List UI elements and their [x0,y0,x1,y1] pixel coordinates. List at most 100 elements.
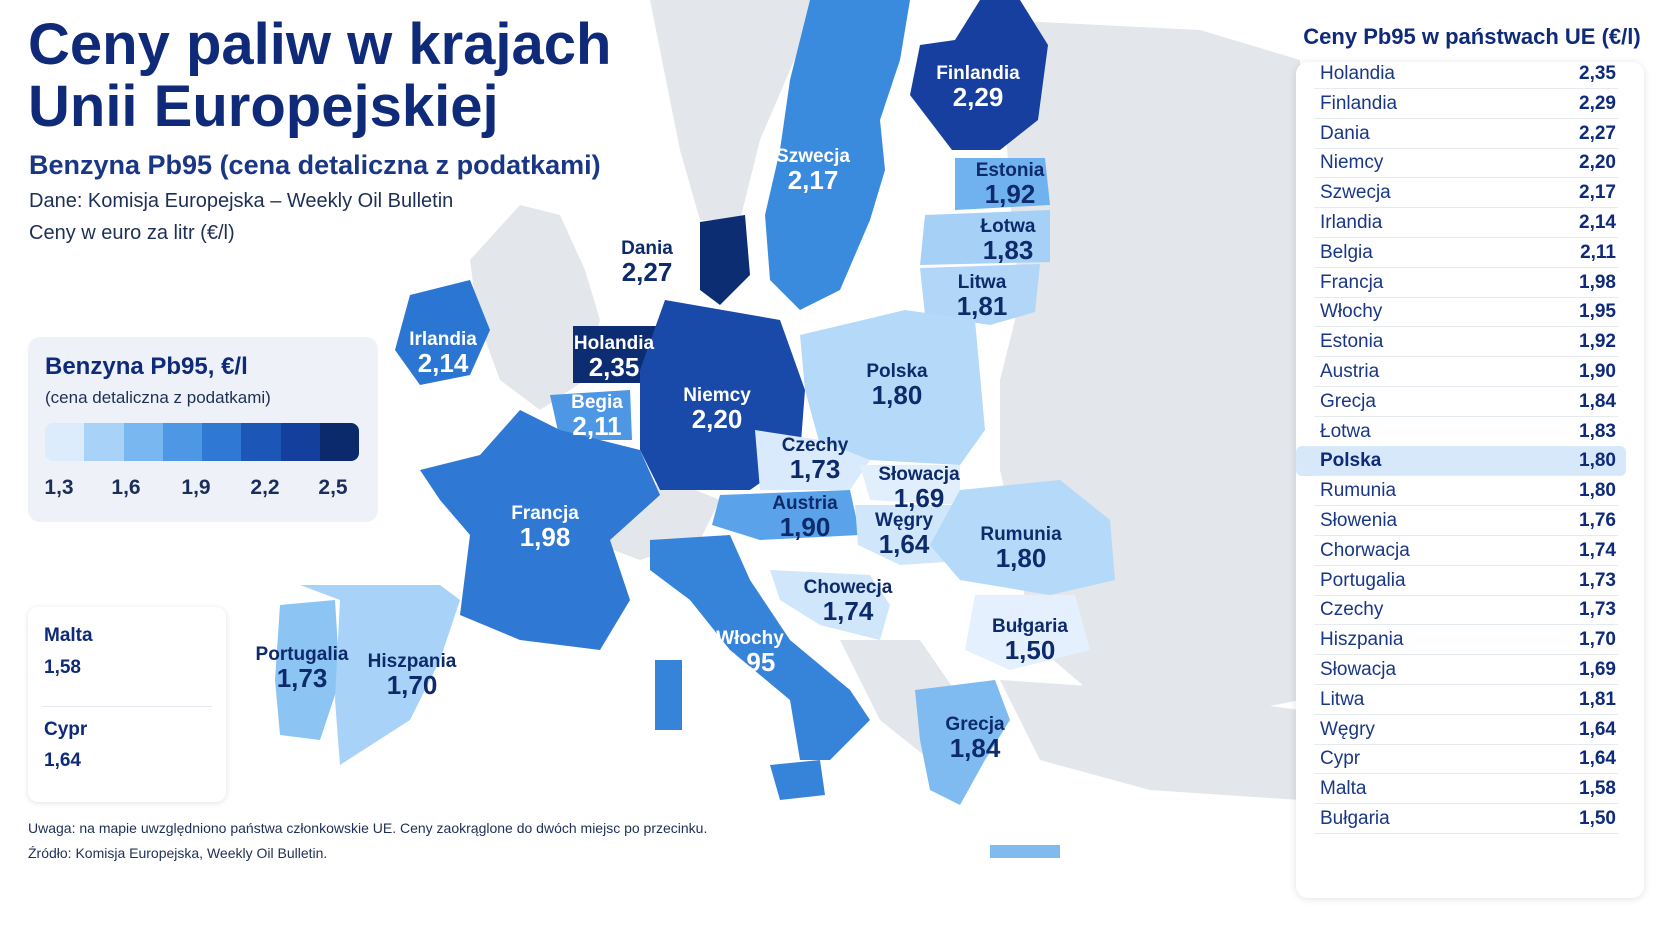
table-row: Szwecja 2,17 [1296,178,1626,209]
table-row: Portugalia 1,73 [1296,566,1626,596]
legend-color-step [319,423,359,461]
table-country: Portugalia [1320,569,1406,591]
row-divider [1314,326,1618,328]
map-label-poland: Polska 1,80 [866,361,928,410]
table-country: Bułgaria [1320,808,1390,829]
map-label-greece: Grecja 1,84 [945,714,1005,763]
row-divider [1314,356,1618,358]
table-row: Dania 2,27 [1296,119,1626,149]
table-country: Francja [1320,271,1384,293]
inset-divider [42,706,212,707]
row-divider [1314,177,1618,179]
legend-tick: 2,5 [318,476,348,499]
table-country: Czechy [1320,599,1384,621]
table-price: 1,73 [1579,569,1616,591]
legend-color-step [45,423,85,461]
legend-subtitle: (cena detaliczna z podatkami) [45,388,271,407]
inset-cyprus-name: Cypr [44,719,88,740]
country-austria [712,490,860,540]
country-ireland [395,280,490,385]
legend-color-step [162,423,202,461]
footer-source: Źródło: Komisja Europejska, Weekly Oil B… [28,845,328,861]
table-price: 1,80 [1579,450,1616,472]
table-country: Niemcy [1320,152,1384,174]
map-label-czechia: Czechy 1,73 [781,435,849,484]
table-price: 1,73 [1579,599,1616,621]
table-country: Grecja [1320,390,1376,412]
table-price: 1,83 [1579,420,1616,442]
legend-color-scale [45,423,359,461]
map-label-slovakia: Słowacja 1,69 [878,464,960,513]
row-divider [1314,296,1618,298]
table-country: Belgia [1320,241,1373,263]
islands-inset: Malta 1,58 Cypr 1,64 [28,607,226,802]
table-price: 2,20 [1579,152,1616,174]
table-price: 2,29 [1579,92,1616,114]
table-row: Łotwa 1,83 [1296,417,1626,447]
legend-color-step [84,423,124,461]
table-country: Słowacja [1320,659,1397,680]
row-divider [1314,594,1618,596]
unit-line: Ceny w euro za litr (€/l) [29,222,235,244]
table-price: 1,92 [1579,331,1616,353]
price-table-panel [1296,62,1644,898]
map-label-sweden: Szwecja 2,17 [776,146,850,195]
table-country: Litwa [1320,688,1365,710]
row-divider [1314,803,1618,805]
table-row: Rumunia 1,80 [1296,476,1626,507]
table-row: Hiszpania 1,70 [1296,625,1626,656]
map-label-hungary: Węgry 1,64 [874,510,934,559]
inset-malta-name: Malta [44,625,93,646]
country-belgium [550,390,632,440]
table-price: 1,64 [1579,718,1616,740]
inset-malta-value: 1,58 [44,657,81,678]
row-divider [1314,237,1618,238]
country-latvia [920,210,1050,265]
legend-tick: 2,2 [250,476,280,499]
table-row: Malta 1,58 [1296,774,1626,805]
legend-color-step [241,423,281,461]
table-price: 2,14 [1579,212,1616,233]
country-sweden [765,0,910,310]
table-row: Bułgaria 1,50 [1296,804,1626,834]
footer-note: Uwaga: na mapie uwzględniono państwa czł… [28,820,708,836]
table-price: 1,95 [1579,301,1616,323]
map-label-portugal: Portugalia 1,73 [255,644,349,693]
legend-color-step [202,423,242,461]
table-price: 1,58 [1579,778,1616,800]
page-subtitle: Benzyna Pb95 (cena detaliczna z podatkam… [29,150,601,180]
country-greece [915,680,1010,805]
map-label-romania: Rumunia 1,80 [980,524,1062,573]
row-divider [1314,117,1618,119]
table-country: Austria [1320,361,1380,382]
map-label-bulgaria: Bułgaria 1,50 [991,616,1069,665]
table-row: Niemcy 2,20 [1296,148,1626,179]
country-estonia [955,158,1050,210]
country-poland [800,310,985,465]
table-row: Holandia 2,35 [1296,59,1626,89]
table-row: Finlandia 2,29 [1296,89,1626,119]
table-row: Irlandia 2,14 [1296,208,1626,238]
table-country: Estonia [1320,331,1384,353]
map-label-france: Francja 1,98 [511,503,579,552]
table-country: Holandia [1320,63,1395,84]
legend-title: Benzyna Pb95, €/l [45,353,248,380]
legend-color-step [280,423,320,461]
country-spain [300,585,460,765]
map-label-austria: Austria 1,90 [772,493,838,542]
inset-cyprus-value: 1,64 [44,750,81,771]
table-row: Słowacja 1,69 [1296,655,1626,685]
country-sicily [770,760,825,800]
row-divider [1314,743,1618,745]
table-row: Słowenia 1,76 [1296,506,1626,536]
table-title: Ceny Pb95 w państwach UE (€/l) [1303,24,1641,49]
table-row: Francja 1,98 [1296,268,1626,298]
legend-tick: 1,6 [111,476,141,499]
table-row: Węgry 1,64 [1296,715,1626,745]
table-price: 1,69 [1579,659,1616,680]
table-country: Hiszpania [1320,629,1404,651]
table-country: Malta [1320,778,1367,800]
title-line-1: Ceny paliw w krajach [28,12,612,77]
country-czechia [755,430,870,490]
